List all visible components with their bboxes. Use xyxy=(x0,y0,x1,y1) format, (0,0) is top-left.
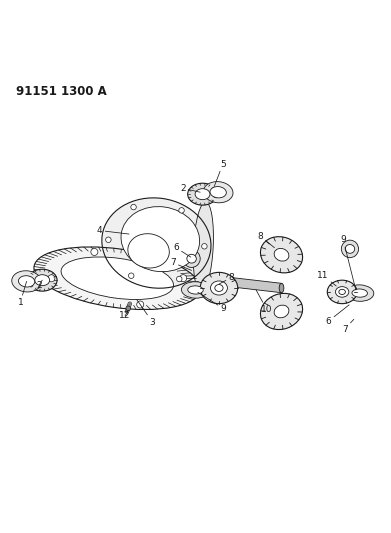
Ellipse shape xyxy=(341,240,359,257)
Ellipse shape xyxy=(188,286,203,294)
Ellipse shape xyxy=(195,189,210,200)
Text: 9: 9 xyxy=(341,236,356,290)
Text: 4: 4 xyxy=(97,226,129,235)
Ellipse shape xyxy=(279,284,284,293)
Ellipse shape xyxy=(260,237,303,273)
Text: 1: 1 xyxy=(18,281,27,307)
Ellipse shape xyxy=(187,254,196,263)
Circle shape xyxy=(48,275,55,282)
Ellipse shape xyxy=(61,257,174,300)
Ellipse shape xyxy=(34,247,201,310)
Text: 7: 7 xyxy=(170,258,192,270)
Circle shape xyxy=(106,237,111,243)
Text: 2: 2 xyxy=(36,280,42,290)
Ellipse shape xyxy=(27,269,57,291)
Text: 8: 8 xyxy=(219,273,234,284)
Text: 8: 8 xyxy=(257,231,274,248)
Ellipse shape xyxy=(215,285,223,292)
Ellipse shape xyxy=(193,202,213,292)
Ellipse shape xyxy=(12,271,41,292)
Text: 3: 3 xyxy=(137,300,155,327)
Ellipse shape xyxy=(200,272,238,304)
Text: 6: 6 xyxy=(326,305,349,326)
Ellipse shape xyxy=(181,282,210,298)
Circle shape xyxy=(91,248,98,255)
Circle shape xyxy=(126,306,131,311)
Ellipse shape xyxy=(260,293,303,329)
Circle shape xyxy=(180,274,187,282)
Text: 2: 2 xyxy=(180,184,200,193)
Ellipse shape xyxy=(121,207,199,272)
Circle shape xyxy=(179,208,184,213)
Ellipse shape xyxy=(203,182,233,203)
Text: 12: 12 xyxy=(119,310,131,320)
Text: 9: 9 xyxy=(198,292,226,313)
Text: 7: 7 xyxy=(342,319,354,334)
Ellipse shape xyxy=(183,250,200,268)
Ellipse shape xyxy=(274,248,289,261)
Ellipse shape xyxy=(335,287,349,297)
Circle shape xyxy=(137,301,144,308)
Polygon shape xyxy=(231,278,282,293)
Ellipse shape xyxy=(35,274,50,286)
Ellipse shape xyxy=(352,289,368,297)
Ellipse shape xyxy=(228,278,233,287)
Circle shape xyxy=(176,276,182,282)
Circle shape xyxy=(131,204,136,210)
Ellipse shape xyxy=(274,305,289,318)
Text: 11: 11 xyxy=(317,271,336,286)
Ellipse shape xyxy=(346,285,374,301)
Circle shape xyxy=(202,244,207,249)
Text: 5: 5 xyxy=(214,159,226,187)
Ellipse shape xyxy=(339,289,345,295)
Ellipse shape xyxy=(102,198,211,288)
Text: 6: 6 xyxy=(173,243,191,257)
Ellipse shape xyxy=(188,183,217,205)
Ellipse shape xyxy=(18,276,35,287)
Ellipse shape xyxy=(210,187,226,198)
Ellipse shape xyxy=(128,233,169,268)
Ellipse shape xyxy=(210,281,228,295)
Circle shape xyxy=(129,273,134,278)
Text: 91151 1300 A: 91151 1300 A xyxy=(16,85,106,98)
Text: 10: 10 xyxy=(256,290,273,314)
Ellipse shape xyxy=(327,280,357,304)
Ellipse shape xyxy=(345,245,355,253)
